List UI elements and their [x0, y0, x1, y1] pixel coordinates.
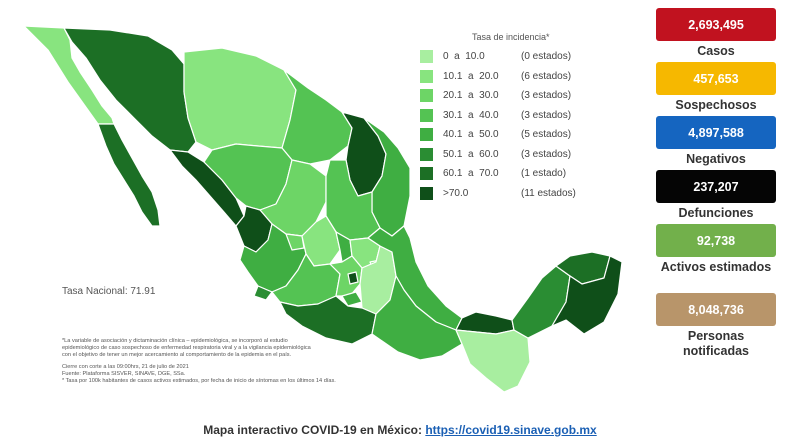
stat-value-casos: 2,693,495 [656, 8, 776, 41]
stat-label-activos: Activos estimados [660, 260, 772, 274]
legend-swatch [420, 128, 433, 142]
legend-count: (1 estado) [521, 168, 567, 180]
footer: Mapa interactivo COVID-19 en México: htt… [0, 423, 800, 437]
legend-swatch [420, 147, 433, 161]
incidence-legend: Tasa de incidencia* 0 a 10.0 (0 estados)… [420, 32, 620, 203]
legend-swatch [420, 50, 433, 64]
footnote-line: Fuente: Plataforma SISVER, SINAVE, DGE, … [62, 371, 186, 377]
state-quintana-roo[interactable] [551, 255, 623, 335]
legend-range: >70.0 [443, 187, 469, 199]
footnote-line: * Tasa por 100k habitantes de casos acti… [62, 378, 336, 384]
legend-range: 60.1 a 70.0 [443, 168, 499, 180]
legend-row: 40.1 a 50.0 (5 estados) [420, 125, 620, 145]
state-colima[interactable] [253, 285, 273, 301]
legend-count: (0 estados) [521, 51, 572, 63]
stat-value-sospechosos: 457,653 [656, 62, 776, 95]
legend-row: 20.1 a 30.0 (3 estados) [420, 86, 620, 106]
legend-count: (5 estados) [521, 129, 572, 141]
legend-swatch [420, 108, 433, 122]
stat-value-negativos: 4,897,588 [656, 116, 776, 149]
footnote-line: con el objetivo de tener un mejor acerca… [62, 352, 292, 358]
stat-label-defunciones: Defunciones [678, 206, 754, 220]
stat-label-notificadas: Personas notificadas [683, 329, 749, 358]
stats-panel: 2,693,495 Casos 457,653 Sospechosos 4,89… [656, 8, 776, 362]
legend-row: 10.1 a 20.0 (6 estados) [420, 67, 620, 87]
state-coahuila[interactable] [281, 69, 353, 165]
legend-range: 30.1 a 40.0 [443, 109, 499, 121]
legend-swatch [420, 186, 433, 200]
state-chihuahua[interactable] [183, 47, 297, 151]
stat-label-negativos: Negativos [686, 152, 746, 166]
legend-range: 20.1 a 30.0 [443, 90, 499, 102]
stat-value-notificadas: 8,048,736 [656, 293, 776, 326]
legend-count: (11 estados) [521, 187, 576, 199]
legend-title: Tasa de incidencia* [472, 32, 550, 42]
legend-range: 0 a 10.0 [443, 51, 485, 63]
legend-count: (3 estados) [521, 90, 572, 102]
legend-swatch [420, 69, 433, 83]
legend-row: 60.1 a 70.0 (1 estado) [420, 164, 620, 184]
state-baja-california-sur[interactable] [97, 123, 161, 227]
legend-range: 40.1 a 50.0 [443, 129, 499, 141]
legend-row: >70.0 (11 estados) [420, 184, 620, 204]
legend-range: 50.1 a 60.0 [443, 148, 499, 160]
footnote-line: *La variable de asociación y dictaminaci… [62, 338, 288, 344]
legend-row: 0 a 10.0 (0 estados) [420, 47, 620, 67]
stat-label-casos: Casos [697, 44, 735, 58]
state-ciudad-de-mexico[interactable] [347, 271, 359, 285]
footnote-line: epidemiológico de caso sospechoso de enf… [62, 345, 311, 351]
state-campeche[interactable] [511, 265, 571, 339]
footnote-line: Cierre con corte a las 09:00hrs, 21 de j… [62, 364, 189, 370]
stat-value-defunciones: 237,207 [656, 170, 776, 203]
tasa-nacional: Tasa Nacional: 71.91 [62, 286, 156, 297]
legend-swatch [420, 167, 433, 181]
state-aguascalientes[interactable] [285, 233, 305, 251]
legend-range: 10.1 a 20.0 [443, 70, 499, 82]
legend-row: 30.1 a 40.0 (3 estados) [420, 106, 620, 126]
stat-value-activos: 92,738 [656, 224, 776, 257]
mexico-incidence-map [23, 25, 623, 393]
legend-row: 50.1 a 60.0 (3 estados) [420, 145, 620, 165]
state-chiapas[interactable] [455, 329, 531, 393]
footer-link[interactable]: https://covid19.sinave.gob.mx [425, 423, 597, 437]
legend-swatch [420, 89, 433, 103]
footnotes: *La variable de asociación y dictaminaci… [62, 338, 402, 385]
legend-count: (3 estados) [521, 148, 572, 160]
footer-text: Mapa interactivo COVID-19 en México: [203, 423, 422, 437]
stat-label-sospechosos: Sospechosos [675, 98, 757, 112]
state-baja-california[interactable] [23, 25, 115, 125]
legend-count: (3 estados) [521, 109, 572, 121]
legend-count: (6 estados) [521, 70, 572, 82]
